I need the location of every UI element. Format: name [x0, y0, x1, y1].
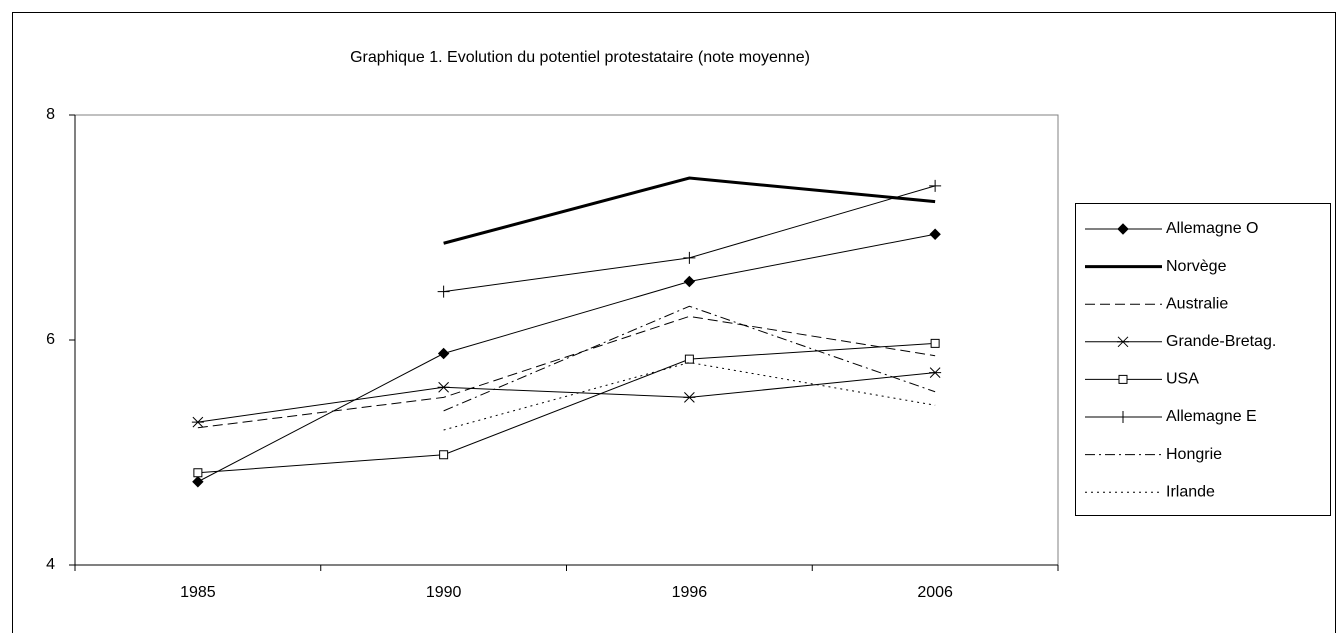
data-point — [437, 347, 450, 360]
series-line — [197, 372, 936, 423]
legend-label: Australie — [1166, 295, 1228, 312]
legend-marker — [1118, 374, 1128, 384]
data-point — [437, 381, 450, 393]
legend-marker — [1117, 411, 1129, 423]
legend-label: Norvège — [1166, 258, 1227, 275]
data-point — [439, 450, 449, 460]
data-point — [193, 468, 203, 478]
chart-title: Graphique 1. Evolution du potentiel prot… — [350, 49, 810, 66]
legend-label: Grande-Bretag. — [1166, 333, 1276, 350]
data-point — [437, 285, 450, 298]
data-point — [191, 416, 204, 428]
data-point — [929, 367, 942, 378]
y-tick-label: 8 — [46, 106, 55, 123]
data-point — [929, 228, 941, 240]
data-point — [683, 251, 696, 264]
series-line — [443, 305, 936, 412]
data-point — [929, 179, 942, 192]
data-point — [683, 392, 696, 403]
legend-label: Hongrie — [1166, 446, 1222, 463]
series-line — [443, 176, 936, 245]
data-point — [930, 338, 940, 348]
x-tick-label: 1996 — [672, 584, 708, 601]
data-point — [683, 275, 696, 288]
legend-marker — [1117, 336, 1129, 348]
x-tick-label: 1990 — [426, 584, 462, 601]
legend-marker — [1117, 223, 1129, 235]
y-tick-label: 4 — [46, 556, 55, 573]
series-line — [197, 233, 936, 483]
legend-label: Allemagne O — [1166, 220, 1259, 237]
y-tick-label: 6 — [46, 331, 55, 348]
x-tick-label: 2006 — [917, 584, 953, 601]
legend-label: Irlande — [1166, 483, 1215, 500]
data-point — [192, 476, 204, 488]
legend-label: Allemagne E — [1166, 408, 1257, 425]
series-line — [197, 342, 936, 474]
data-point — [684, 354, 694, 364]
x-tick-label: 1985 — [180, 584, 216, 601]
legend-label: USA — [1166, 371, 1199, 388]
series-line — [443, 361, 936, 431]
series-line — [197, 315, 936, 429]
legend-box — [1075, 203, 1331, 516]
